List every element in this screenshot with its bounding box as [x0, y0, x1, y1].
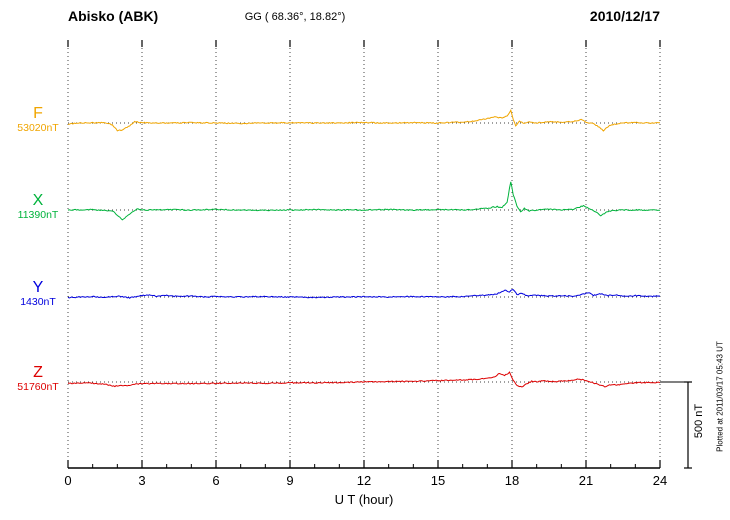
- station-title: Abisko (ABK): [68, 8, 159, 24]
- x-tick-label: 24: [652, 473, 668, 488]
- x-tick-label: 18: [504, 473, 520, 488]
- channel-letter-Z: Z: [33, 364, 43, 381]
- channel-label-Y: Y 1430nT: [20, 279, 56, 309]
- geographic-coords: GG ( 68.36°, 18.82°): [244, 11, 346, 23]
- x-tick-label: 15: [430, 473, 446, 488]
- channel-baseline-Z: 51760nT: [17, 381, 59, 393]
- channel-label-Z: Z 51760nT: [17, 364, 59, 394]
- channel-letter-F: F: [33, 105, 43, 122]
- x-tick-label: 0: [64, 473, 72, 488]
- plotted-at-note: Plotted at 2011/03/17 05:43 UT: [715, 341, 725, 452]
- channel-baseline-Y: 1430nT: [20, 296, 56, 308]
- scale-bar-label: 500 nT: [693, 403, 705, 439]
- channel-letter-Y: Y: [32, 279, 44, 296]
- channel-baseline-F: 53020nT: [17, 122, 59, 134]
- x-tick-label: 21: [578, 473, 594, 488]
- channel-letter-X: X: [32, 192, 44, 209]
- x-tick-label: 6: [212, 473, 220, 488]
- x-tick-label: 12: [356, 473, 372, 488]
- x-tick-label: 3: [138, 473, 146, 488]
- channel-label-X: X 11390nT: [17, 192, 59, 222]
- channel-baseline-X: 11390nT: [17, 209, 59, 221]
- channel-label-F: F 53020nT: [17, 105, 59, 135]
- x-tick-label: 9: [286, 473, 294, 488]
- x-axis-title: U T (hour): [334, 492, 394, 507]
- date-label: 2010/12/17: [589, 8, 660, 24]
